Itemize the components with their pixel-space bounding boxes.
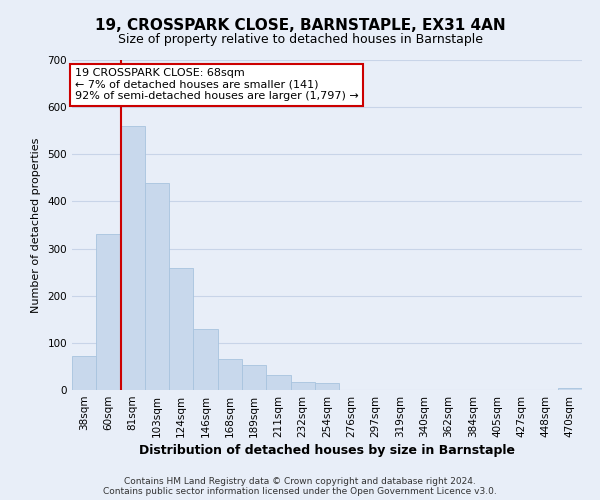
Y-axis label: Number of detached properties: Number of detached properties	[31, 138, 41, 312]
Text: Size of property relative to detached houses in Barnstaple: Size of property relative to detached ho…	[118, 32, 482, 46]
Bar	[96, 234, 121, 390]
Text: 19, CROSSPARK CLOSE, BARNSTAPLE, EX31 4AN: 19, CROSSPARK CLOSE, BARNSTAPLE, EX31 4A…	[95, 18, 505, 32]
Bar	[290, 382, 315, 390]
Bar	[121, 126, 145, 390]
Bar	[72, 356, 96, 390]
Bar	[193, 328, 218, 390]
Bar	[315, 384, 339, 390]
Bar	[266, 375, 290, 390]
Bar	[169, 268, 193, 390]
Bar	[558, 388, 582, 390]
Text: Contains HM Land Registry data © Crown copyright and database right 2024.
Contai: Contains HM Land Registry data © Crown c…	[103, 476, 497, 496]
Bar	[218, 360, 242, 390]
Bar	[145, 182, 169, 390]
Bar	[242, 365, 266, 390]
Text: 19 CROSSPARK CLOSE: 68sqm
← 7% of detached houses are smaller (141)
92% of semi-: 19 CROSSPARK CLOSE: 68sqm ← 7% of detach…	[74, 68, 358, 102]
X-axis label: Distribution of detached houses by size in Barnstaple: Distribution of detached houses by size …	[139, 444, 515, 457]
